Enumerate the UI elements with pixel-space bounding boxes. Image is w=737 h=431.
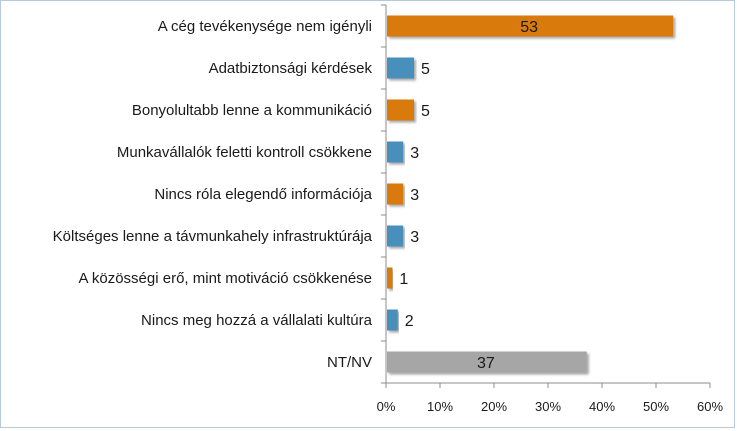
data-label: 37 [477, 355, 495, 372]
x-tick-label: 30% [535, 399, 561, 414]
bar [387, 351, 587, 373]
category-label: Munkavállalók feletti kontroll csökkene [117, 144, 372, 161]
bars [387, 15, 674, 373]
category-label: NT/NV [327, 354, 372, 371]
data-label: 3 [410, 229, 419, 246]
data-label: 1 [399, 271, 408, 288]
axes [381, 4, 711, 388]
category-label: Adatbiztonsági kérdések [209, 60, 373, 77]
category-label: Nincs meg hozzá a vállalati kultúra [141, 312, 373, 329]
x-tick-label: 40% [589, 399, 615, 414]
x-tick-label: 60% [697, 399, 723, 414]
bar [387, 183, 404, 205]
data-label: 53 [520, 19, 538, 36]
bar [387, 225, 404, 247]
x-tick-label: 50% [643, 399, 669, 414]
bar [387, 99, 414, 121]
category-label: Költséges lenne a távmunkahely infrastru… [53, 228, 373, 245]
bar [387, 57, 414, 79]
data-label: 3 [410, 145, 419, 162]
bar [387, 141, 404, 163]
category-label: Nincs róla elegendő információja [154, 186, 372, 203]
data-label: 5 [421, 103, 430, 120]
x-tick-label: 0% [377, 399, 396, 414]
category-label: A közösségi erő, mint motiváció csökkené… [79, 270, 372, 287]
category-label: A cég tevékenysége nem igényli [158, 18, 372, 35]
x-tick-label: 20% [481, 399, 507, 414]
bar [387, 309, 398, 331]
bar [387, 15, 674, 37]
labels: 0% 10% 20% 30% 40% 50% 60% A cég tevékenysége n… [53, 18, 724, 414]
data-label: 3 [410, 187, 419, 204]
x-tick-label: 10% [427, 399, 453, 414]
data-label: 5 [421, 61, 430, 78]
data-label: 2 [405, 313, 414, 330]
category-label: Bonyolultabb lenne a kommunikáció [132, 102, 372, 119]
bar [387, 267, 393, 289]
